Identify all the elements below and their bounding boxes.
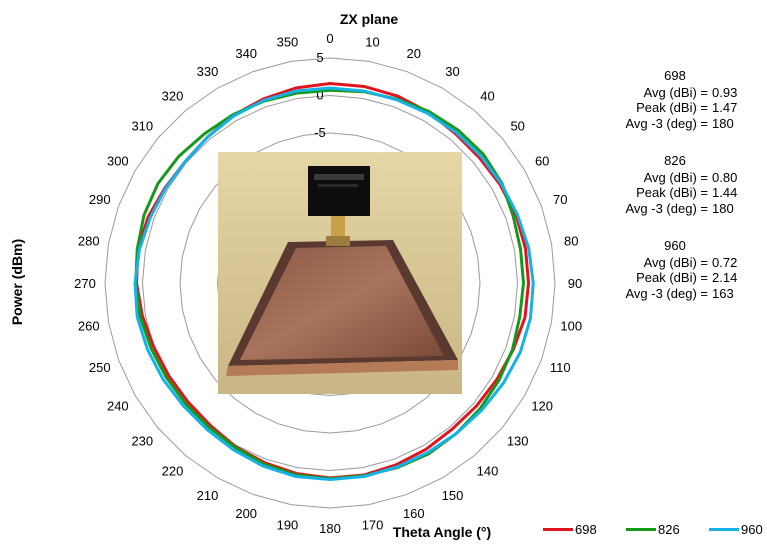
angle-tick-label: 30 xyxy=(445,64,459,79)
angle-tick-label: 0 xyxy=(326,31,333,46)
angle-tick-label: 280 xyxy=(78,233,100,248)
grid-ring xyxy=(141,94,519,472)
antenna-photo xyxy=(218,152,462,394)
radial-tick-label: -5 xyxy=(314,125,326,140)
x-axis-label: Theta Angle (°) xyxy=(393,524,491,540)
angle-tick-label: 50 xyxy=(510,119,524,134)
stats-row: Avg (dBi) = 0.93 xyxy=(600,85,750,101)
stats-row: Avg (dBi) = 0.72 xyxy=(600,255,750,271)
angle-tick-label: 230 xyxy=(131,433,153,448)
stats-label: Peak (dBi) = xyxy=(636,270,708,285)
legend-item-698: 698 xyxy=(543,522,597,537)
angle-tick-label: 340 xyxy=(235,46,257,61)
stats-value: 163 xyxy=(712,285,734,301)
angle-tick-label: 330 xyxy=(197,64,219,79)
stats-value: 0.72 xyxy=(712,254,738,270)
stats-block-698: 698 Avg (dBi) = 0.93 Peak (dBi) = 1.47 Avg -3… xyxy=(600,68,750,131)
stats-label: Avg (dBi) = xyxy=(643,84,708,100)
stats-value: 1.47 xyxy=(712,100,738,115)
angle-tick-label: 10 xyxy=(365,35,379,50)
stats-row: Avg (dBi) = 0.80 xyxy=(600,170,750,186)
stats-label: Avg -3 (deg) = xyxy=(625,115,708,131)
angle-tick-label: 90 xyxy=(568,276,582,291)
angle-tick-label: 220 xyxy=(162,464,184,479)
chart-title: ZX plane xyxy=(340,11,399,27)
stats-value: 180 xyxy=(712,115,734,131)
stats-value: 0.93 xyxy=(712,84,738,100)
legend-swatch xyxy=(543,528,573,531)
angle-tick-label: 260 xyxy=(78,319,100,334)
legend-swatch xyxy=(709,528,739,531)
stats-value: 0.80 xyxy=(712,169,738,185)
angle-tick-label: 180 xyxy=(319,521,341,536)
stats-frequency: 826 xyxy=(664,153,686,168)
angle-tick-label: 160 xyxy=(403,506,425,521)
stats-row: Avg -3 (deg) = 180 xyxy=(600,116,750,132)
angle-tick-label: 130 xyxy=(507,433,529,448)
angle-tick-labels: 0 102030405060708090100110120130140150160… xyxy=(74,31,582,536)
stats-row: Avg -3 (deg) = 180 xyxy=(600,201,750,217)
angle-tick-label: 290 xyxy=(89,192,111,207)
angle-tick-label: 200 xyxy=(235,506,257,521)
stats-row: Avg -3 (deg) = 163 xyxy=(600,286,750,302)
series-layer xyxy=(133,82,535,481)
stats-row: Peak (dBi) = 2.14 xyxy=(600,270,750,286)
stats-frequency: 698 xyxy=(664,68,686,83)
grid-ring xyxy=(104,57,556,509)
legend-label: 826 xyxy=(658,522,680,537)
angle-tick-label: 170 xyxy=(362,517,384,532)
angle-tick-label: 100 xyxy=(560,319,582,334)
stats-row: Peak (dBi) = 1.44 xyxy=(600,185,750,201)
stats-label: Avg -3 (deg) = xyxy=(625,200,708,216)
angle-tick-label: 240 xyxy=(107,399,129,414)
stats-block-960: 960 Avg (dBi) = 0.72 Peak (dBi) = 2.14 Avg -3… xyxy=(600,238,750,301)
angle-tick-label: 140 xyxy=(477,464,499,479)
stats-label: Peak (dBi) = xyxy=(636,100,708,115)
angle-tick-label: 120 xyxy=(531,399,553,414)
angle-tick-label: 350 xyxy=(277,35,299,50)
stats-block-826: 826 Avg (dBi) = 0.80 Peak (dBi) = 1.44 Avg -3… xyxy=(600,153,750,216)
angle-tick-label: 300 xyxy=(107,154,129,169)
stats-value: 1.44 xyxy=(712,185,738,200)
angle-tick-label: 60 xyxy=(535,154,549,169)
angle-tick-label: 270 xyxy=(74,276,96,291)
stats-row: Peak (dBi) = 1.47 xyxy=(600,100,750,116)
stats-value: 180 xyxy=(712,200,734,216)
angle-tick-label: 110 xyxy=(550,360,571,375)
angle-tick-label: 310 xyxy=(131,119,153,134)
stats-label: Peak (dBi) = xyxy=(636,185,708,200)
angle-tick-label: 20 xyxy=(407,46,421,61)
angle-tick-label: 210 xyxy=(197,488,219,503)
stats-label: Avg (dBi) = xyxy=(643,169,708,185)
angle-tick-label: 80 xyxy=(564,233,578,248)
stats-label: Avg (dBi) = xyxy=(643,254,708,270)
radial-tick-label: 0 xyxy=(316,88,323,103)
stats-frequency: 960 xyxy=(664,238,686,253)
angle-tick-label: 40 xyxy=(480,88,494,103)
angle-tick-label: 320 xyxy=(162,88,184,103)
radial-tick-label: 5 xyxy=(316,50,323,65)
legend-item-960: 960 xyxy=(709,522,763,537)
series-line-960 xyxy=(133,86,535,481)
legend-item-826: 826 xyxy=(626,522,680,537)
y-axis-label: Power (dBm) xyxy=(9,239,25,325)
stats-label: Avg -3 (deg) = xyxy=(625,285,708,301)
angle-tick-label: 150 xyxy=(442,488,464,503)
angle-tick-label: 250 xyxy=(89,360,111,375)
angle-tick-label: 70 xyxy=(553,192,567,207)
legend-label: 698 xyxy=(575,522,597,537)
legend-swatch xyxy=(626,528,656,531)
stats-value: 2.14 xyxy=(712,270,738,285)
angle-tick-label: 190 xyxy=(277,517,299,532)
legend-label: 960 xyxy=(741,522,763,537)
